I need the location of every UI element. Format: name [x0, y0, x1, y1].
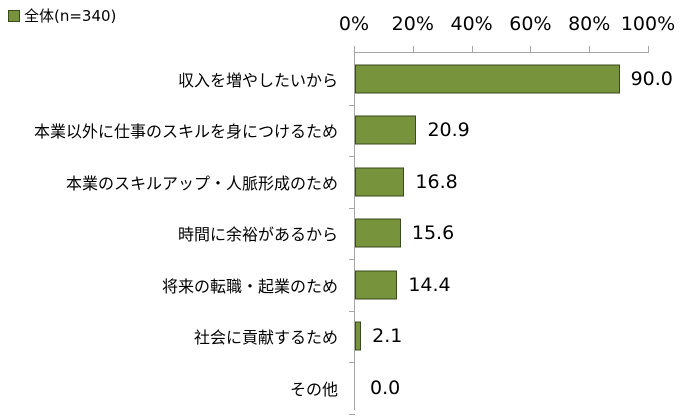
x-tick-label: 60%: [509, 13, 552, 35]
legend-swatch: [8, 9, 20, 22]
y-tick-mark: [349, 207, 355, 209]
value-label: 2.1: [372, 325, 403, 348]
x-tick-mark: [412, 46, 414, 53]
y-tick-mark: [349, 104, 355, 106]
x-tick-label: 40%: [450, 13, 493, 35]
x-tick-mark: [648, 46, 649, 53]
bar: [355, 218, 401, 248]
value-label: 16.8: [415, 170, 458, 193]
value-label: 20.9: [427, 119, 470, 142]
legend: 全体(n=340): [8, 5, 116, 26]
category-label: 時間に余裕があるから: [177, 225, 338, 245]
value-label: 15.6: [411, 222, 455, 245]
y-tick-mark: [349, 413, 355, 415]
bar: [355, 167, 405, 197]
x-tick-label: 0%: [338, 13, 370, 35]
y-axis-line: [354, 46, 355, 410]
value-label: 90.0: [630, 67, 673, 90]
x-tick-mark: [530, 46, 532, 53]
x-tick-mark: [589, 46, 591, 53]
x-tick-label: 100%: [620, 13, 676, 35]
y-tick-mark: [349, 156, 355, 157]
bar: [355, 321, 362, 351]
category-label: 本業以外に仕事のスキルを身につけるため: [33, 122, 338, 142]
bar: [355, 115, 417, 145]
x-tick-mark: [471, 46, 473, 53]
value-label: 0.0: [370, 376, 401, 399]
bar: [355, 270, 398, 300]
value-label: 14.4: [408, 273, 451, 296]
category-label: 本業のスキルアップ・人脈形成のため: [65, 173, 338, 193]
x-tick-label: 20%: [391, 13, 434, 35]
y-tick-mark: [349, 310, 355, 312]
category-label: その他: [289, 379, 338, 399]
legend-label: 全体(n=340): [24, 7, 117, 25]
y-tick-mark: [349, 362, 355, 363]
bar: [355, 64, 620, 94]
x-tick-label: 80%: [568, 13, 611, 35]
category-label: 将来の転職・起業のため: [161, 276, 338, 296]
y-tick-mark: [349, 259, 355, 260]
category-label: 収入を増やしたいから: [177, 70, 338, 90]
category-label: 社会に貢献するため: [193, 328, 338, 348]
x-axis-line: [354, 52, 649, 53]
